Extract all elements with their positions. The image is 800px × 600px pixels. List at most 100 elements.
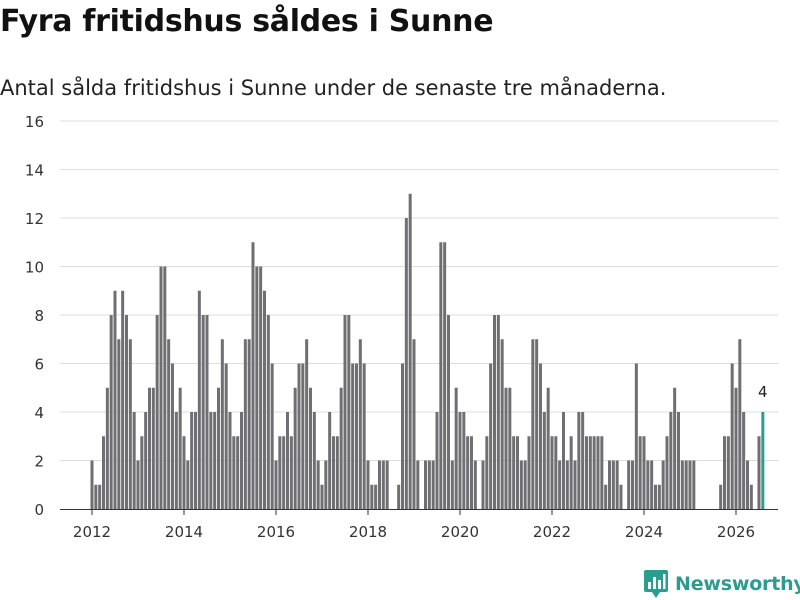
bar xyxy=(355,363,358,509)
bar xyxy=(473,460,477,509)
bar xyxy=(427,460,431,509)
bar xyxy=(266,315,270,509)
bar xyxy=(90,460,94,509)
bar xyxy=(205,315,209,509)
bar xyxy=(297,363,301,509)
bar xyxy=(565,460,569,509)
bar xyxy=(642,436,646,509)
bar xyxy=(466,436,470,509)
bar-highlighted xyxy=(761,412,765,509)
bar xyxy=(481,460,485,509)
bar xyxy=(366,460,370,509)
bar xyxy=(439,242,443,509)
bar xyxy=(462,412,466,509)
bar xyxy=(324,460,328,509)
bar xyxy=(282,436,286,509)
bar xyxy=(730,363,734,509)
bar xyxy=(573,460,577,509)
bar xyxy=(148,387,151,509)
bar xyxy=(550,436,554,509)
bar xyxy=(631,460,634,509)
bar xyxy=(539,363,542,509)
bar xyxy=(734,387,738,509)
x-tick-label: 2016 xyxy=(257,523,295,541)
bar xyxy=(542,412,546,509)
bar xyxy=(562,412,565,509)
bar xyxy=(305,339,309,509)
bar xyxy=(102,436,105,509)
bar xyxy=(615,460,619,509)
bar xyxy=(669,412,673,509)
bar xyxy=(516,436,519,509)
bar xyxy=(270,363,274,509)
bar xyxy=(746,460,749,509)
newsworthy-logo: Newsworthy xyxy=(643,568,800,600)
bar xyxy=(121,290,125,509)
bar xyxy=(634,363,638,509)
bar xyxy=(638,436,642,509)
bar xyxy=(251,242,255,509)
bar xyxy=(408,193,412,509)
bar xyxy=(320,484,324,509)
bar xyxy=(332,436,335,509)
bar xyxy=(596,436,600,509)
bar xyxy=(416,460,420,509)
bar xyxy=(588,436,592,509)
x-tick-label: 2014 xyxy=(165,523,203,541)
bar xyxy=(224,363,228,509)
y-tick-label: 10 xyxy=(25,259,44,277)
bar xyxy=(404,218,408,509)
bar xyxy=(178,387,182,509)
bar xyxy=(228,412,232,509)
x-tick-label: 2018 xyxy=(349,523,387,541)
bar xyxy=(742,412,746,509)
bar xyxy=(443,242,447,509)
bar xyxy=(213,412,217,509)
bar xyxy=(182,436,186,509)
bar xyxy=(611,460,615,509)
bar xyxy=(136,460,140,509)
chart-subtitle: Antal sålda fritidshus i Sunne under de … xyxy=(0,76,667,100)
bar xyxy=(132,412,136,509)
bar xyxy=(646,460,650,509)
bar xyxy=(500,339,504,509)
bar xyxy=(155,315,159,509)
bar xyxy=(657,484,661,509)
bar xyxy=(719,484,723,509)
bar xyxy=(358,339,362,509)
bar xyxy=(726,436,730,509)
bar xyxy=(677,412,680,509)
y-axis: 0 2 4 6 8 10 12 14 16 xyxy=(25,113,44,519)
bar xyxy=(374,484,378,509)
bar xyxy=(113,290,117,509)
bar xyxy=(600,436,604,509)
y-tick-label: 12 xyxy=(25,210,44,228)
bar xyxy=(232,436,236,509)
bar xyxy=(240,412,243,509)
bar xyxy=(424,460,427,509)
bar xyxy=(493,315,496,509)
bar xyxy=(447,315,450,509)
bar xyxy=(98,484,102,509)
bar xyxy=(450,460,454,509)
x-tick-label: 2020 xyxy=(441,523,479,541)
bar xyxy=(167,339,171,509)
bar xyxy=(738,339,742,509)
bar xyxy=(343,315,347,509)
bar xyxy=(397,484,401,509)
bar xyxy=(527,436,531,509)
bar xyxy=(94,484,98,509)
y-tick-label: 2 xyxy=(34,453,44,471)
bar xyxy=(351,363,355,509)
bar xyxy=(209,412,213,509)
bar xyxy=(485,436,489,509)
bar xyxy=(523,460,527,509)
bar xyxy=(412,339,416,509)
bar xyxy=(243,339,247,509)
bar xyxy=(558,460,562,509)
bar xyxy=(688,460,692,509)
bar xyxy=(312,412,316,509)
bar xyxy=(654,484,657,509)
bar xyxy=(454,387,458,509)
